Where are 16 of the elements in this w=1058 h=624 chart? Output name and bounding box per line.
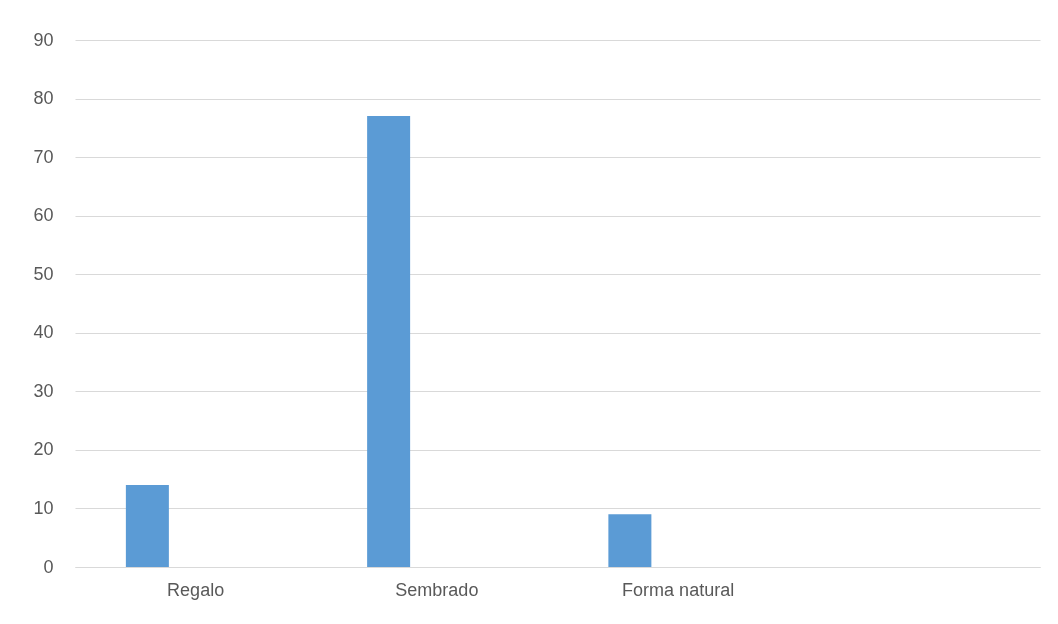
y-tick-label: 10 xyxy=(33,497,54,518)
x-tick-label: Regalo xyxy=(167,579,225,600)
y-tick-label: 20 xyxy=(33,439,54,460)
bar xyxy=(367,116,411,567)
y-tick-label: 70 xyxy=(33,146,54,167)
bar xyxy=(608,514,652,567)
y-tick-label: 30 xyxy=(33,380,54,401)
bar xyxy=(125,485,169,567)
x-tick-label: Sembrado xyxy=(395,579,479,600)
y-tick-label: 0 xyxy=(43,556,54,577)
x-tick-label: Forma natural xyxy=(622,579,735,600)
y-tick-label: 80 xyxy=(33,88,54,109)
y-tick-label: 40 xyxy=(33,322,54,343)
y-tick-label: 50 xyxy=(33,263,54,284)
y-tick-label: 60 xyxy=(33,205,54,226)
y-tick-label: 90 xyxy=(33,29,54,50)
